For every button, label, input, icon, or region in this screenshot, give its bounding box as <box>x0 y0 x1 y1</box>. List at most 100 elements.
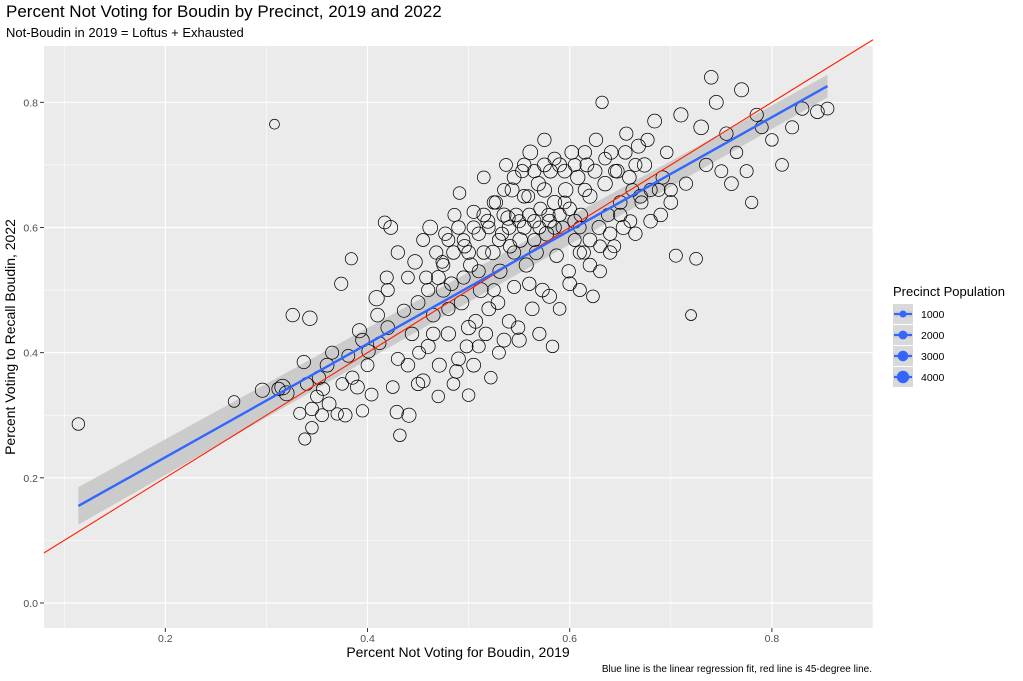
precinct-point <box>345 370 360 385</box>
precinct-point <box>693 119 709 136</box>
legend-label: 3000 <box>921 351 945 363</box>
precinct-point <box>461 245 476 260</box>
precinct-point <box>330 407 344 421</box>
precinct-point <box>549 248 564 263</box>
precinct-point <box>315 408 329 423</box>
y-axis-ticks: 0.0 0.2 0.4 0.6 0.8 <box>23 97 44 610</box>
precinct-point <box>476 207 492 223</box>
y-tick-label: 0.0 <box>23 598 38 610</box>
precinct-point <box>471 339 486 354</box>
precinct-point <box>561 264 576 279</box>
precinct-point <box>338 408 353 423</box>
precinct-point <box>227 395 241 408</box>
precinct-point <box>364 387 379 402</box>
precinct-point <box>491 232 506 248</box>
chart-title: Percent Not Voting for Boudin by Precinc… <box>6 2 442 21</box>
precinct-point <box>608 164 623 179</box>
precinct-point <box>504 182 520 198</box>
precinct-point <box>407 254 423 270</box>
precinct-point <box>719 126 734 141</box>
precinct-point <box>325 345 340 360</box>
precinct-point <box>557 182 574 198</box>
precinct-point <box>655 170 670 185</box>
precinct-point <box>302 310 318 326</box>
precinct-point <box>634 195 649 210</box>
precinct-point <box>440 326 456 342</box>
precinct-point <box>420 338 436 354</box>
precinct-point <box>651 183 666 197</box>
precinct-point <box>577 145 592 160</box>
precinct-point <box>647 113 662 129</box>
x-tick-label: 0.8 <box>765 633 780 645</box>
precinct-point <box>613 207 628 223</box>
identity-line <box>43 39 874 554</box>
legend-label: 4000 <box>921 372 945 384</box>
precinct-point <box>765 133 779 147</box>
precinct-point <box>379 270 394 285</box>
precinct-point <box>401 407 417 423</box>
precinct-point <box>587 163 603 179</box>
precinct-point <box>678 176 693 191</box>
precinct-point <box>562 201 577 216</box>
precinct-point <box>541 207 556 222</box>
precinct-point <box>444 276 459 292</box>
precinct-point <box>487 283 501 297</box>
precinct-point <box>685 309 697 321</box>
precinct-point <box>517 157 532 173</box>
precinct-point <box>579 157 595 173</box>
precinct-point <box>598 151 612 166</box>
precinct-point <box>640 132 655 147</box>
precinct-point <box>466 204 481 219</box>
precinct-point <box>573 207 588 223</box>
regression-line <box>77 85 829 508</box>
precinct-point <box>734 82 749 98</box>
precinct-point <box>438 226 453 241</box>
precinct-point <box>633 188 648 204</box>
precinct-point <box>623 214 638 229</box>
precinct-point <box>516 188 532 204</box>
precinct-point <box>416 233 430 247</box>
precinct-point <box>729 145 744 160</box>
precinct-point <box>663 183 678 197</box>
precinct-point <box>492 263 508 279</box>
precinct-point <box>545 339 560 354</box>
precinct-point <box>377 215 392 230</box>
precinct-point <box>501 220 517 235</box>
precinct-point <box>699 157 714 172</box>
precinct-point <box>582 232 598 248</box>
precinct-point <box>586 289 600 304</box>
x-axis-ticks: 0.2 0.4 0.6 0.8 <box>158 628 779 645</box>
precinct-point <box>393 428 407 442</box>
precinct-point <box>775 158 789 172</box>
chart-caption: Blue line is the linear regression fit, … <box>602 664 872 675</box>
precinct-point <box>567 158 582 172</box>
precinct-point <box>527 233 542 247</box>
precinct-point <box>547 220 562 235</box>
precinct-point <box>430 270 446 285</box>
precinct-point <box>401 270 415 285</box>
precinct-point <box>370 307 385 323</box>
x-tick-label: 0.2 <box>158 633 173 645</box>
precinct-point <box>506 170 522 185</box>
precinct-point <box>431 389 445 404</box>
precinct-point <box>404 326 420 342</box>
precinct-point <box>422 219 438 236</box>
precinct-point <box>628 157 643 172</box>
precinct-point <box>593 264 607 279</box>
precinct-point <box>410 295 426 310</box>
precinct-point <box>476 245 491 260</box>
precinct-point <box>334 276 349 291</box>
precinct-point <box>441 233 456 247</box>
precinct-point <box>426 326 441 342</box>
precinct-point <box>285 308 300 323</box>
precinct-point <box>810 104 825 119</box>
precinct-point <box>663 195 679 210</box>
precinct-point <box>507 245 522 260</box>
x-tick-label: 0.6 <box>562 633 577 645</box>
precinct-point <box>477 170 491 185</box>
precinct-point <box>500 210 516 226</box>
precinct-point <box>456 270 471 285</box>
precinct-point <box>431 357 447 373</box>
precinct-point <box>496 332 512 348</box>
